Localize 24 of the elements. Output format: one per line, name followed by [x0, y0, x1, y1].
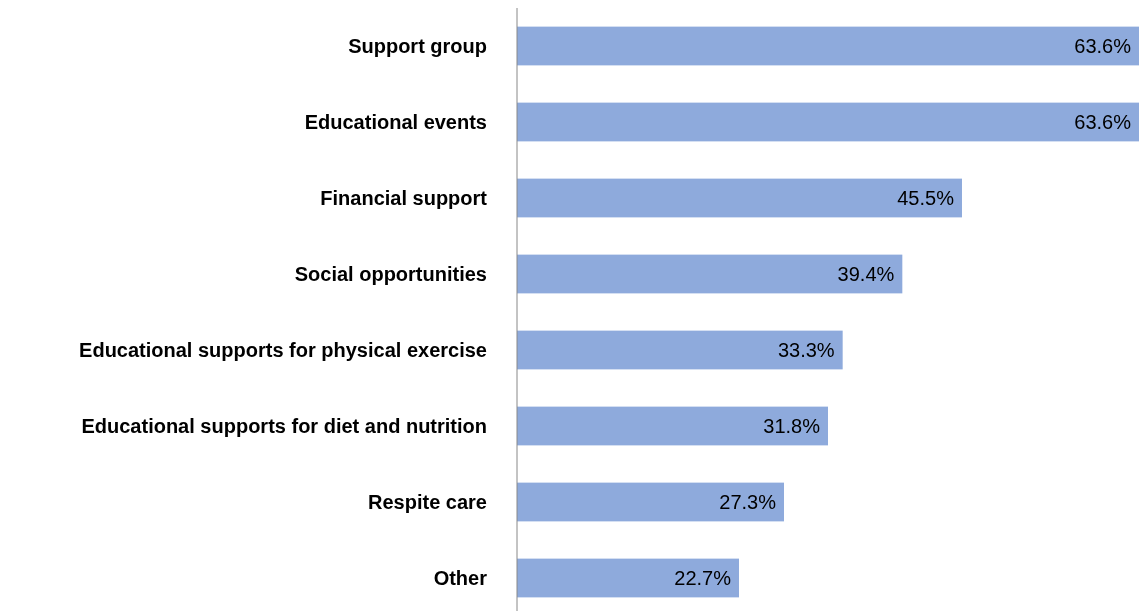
- data-label: 45.5%: [897, 187, 955, 209]
- y-tick-label: Financial support: [320, 187, 488, 209]
- data-label: 27.3%: [719, 491, 777, 513]
- data-label: 33.3%: [777, 339, 835, 361]
- data-label: 39.4%: [837, 263, 895, 285]
- bar: [517, 178, 962, 218]
- data-label: 63.6%: [1074, 111, 1132, 133]
- bar: [517, 254, 903, 294]
- bar: [517, 26, 1139, 66]
- bar: [517, 558, 739, 598]
- bar: [517, 482, 784, 522]
- y-tick-label: Respite care: [368, 491, 487, 513]
- data-label: 63.6%: [1074, 35, 1132, 57]
- data-label: 31.8%: [763, 415, 821, 437]
- y-tick-label: Educational supports for physical exercise: [79, 339, 487, 361]
- data-label: 22.7%: [674, 567, 732, 589]
- y-tick-label: Educational supports for diet and nutrition: [81, 415, 487, 437]
- y-tick-label: Support group: [348, 35, 487, 57]
- y-tick-label: Social opportunities: [294, 263, 487, 285]
- bar: [517, 330, 843, 370]
- y-tick-label: Other: [433, 567, 488, 589]
- y-tick-label: Educational events: [304, 111, 487, 133]
- bar: [517, 406, 828, 446]
- bar: [517, 102, 1139, 142]
